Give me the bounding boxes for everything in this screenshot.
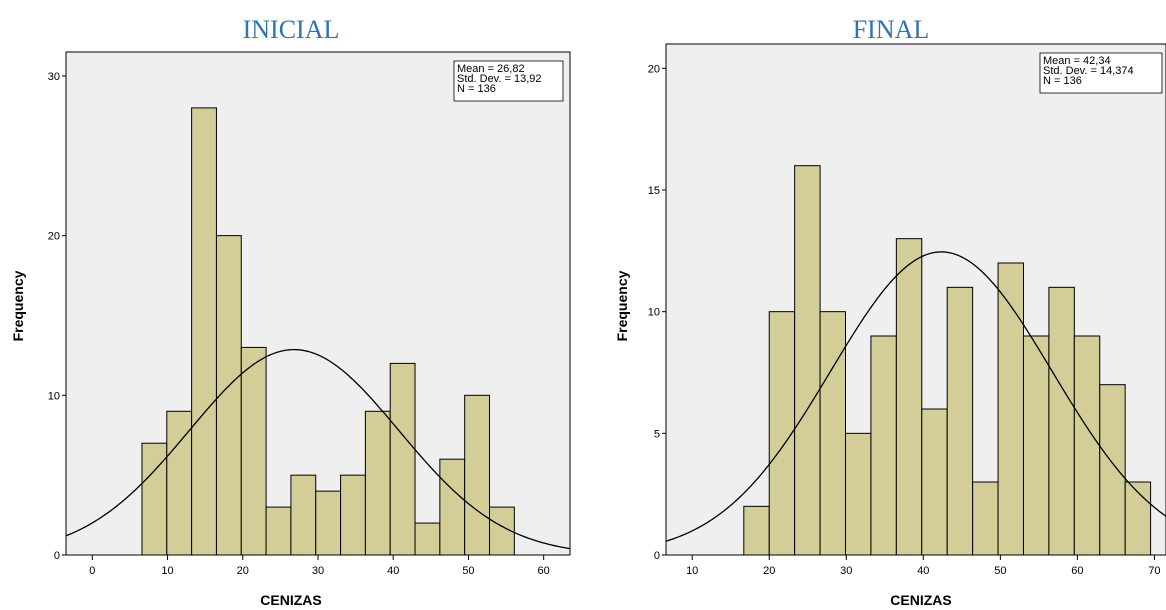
- histogram-bar-final: [743, 505, 770, 556]
- histogram-bar-final: [921, 408, 948, 556]
- x-tick-label-inicial: 0: [89, 565, 95, 577]
- histogram-bar-final: [946, 286, 974, 556]
- histogram-bar-final: [819, 311, 847, 556]
- chart-final: FINAL CENIZAS Frequency 0 5 10 15 20 10 20 30 40…: [614, 15, 1166, 608]
- x-tick-label-final: 70: [1148, 565, 1160, 577]
- x-axis-label-inicial: CENIZAS: [260, 592, 321, 608]
- stats-line-final: Mean = 42,34: [1043, 55, 1111, 67]
- stats-box-final: [1039, 52, 1163, 94]
- normal-curve-inicial: [65, 348, 571, 550]
- y-tick-label-final: 0: [654, 550, 660, 562]
- x-tick-label-final: 10: [686, 565, 698, 577]
- stats-line-final: Std. Dev. = 14,374: [1043, 65, 1134, 77]
- histogram-bar-inicial: [315, 490, 342, 556]
- y-tick-label-final: 20: [648, 63, 660, 75]
- histogram-bar-final: [768, 311, 796, 556]
- y-axis-label-inicial: Frequency: [10, 270, 26, 341]
- chart-inicial: INICIAL CENIZAS Frequency 0 10 20 30 0 10 20 30…: [10, 15, 571, 608]
- histogram-bar-inicial: [414, 522, 441, 556]
- histogram-bar-final: [1022, 335, 1050, 556]
- stats-box-inicial: [453, 60, 564, 102]
- histogram-bar-inicial: [191, 107, 217, 556]
- x-tick-label-inicial: 30: [312, 565, 324, 577]
- y-tick-label-final: 5: [654, 428, 660, 440]
- x-tick-label-inicial: 60: [538, 565, 550, 577]
- histogram-bar-final: [1073, 335, 1101, 556]
- y-tick-label-inicial: 10: [48, 390, 60, 402]
- histogram-bar-inicial: [240, 346, 267, 556]
- y-tick-label-final: 15: [648, 185, 660, 197]
- x-tick-label-inicial: 10: [161, 565, 173, 577]
- histogram-bar-inicial: [166, 410, 193, 556]
- chart-title-final: FINAL: [853, 15, 930, 44]
- histogram-bar-inicial: [439, 458, 466, 556]
- stats-line-inicial: N = 136: [457, 83, 496, 95]
- y-tick-label-inicial: 30: [48, 71, 60, 83]
- histogram-bar-inicial: [464, 394, 491, 556]
- histogram-bar-final: [870, 335, 897, 556]
- stats-line-inicial: Std. Dev. = 13,92: [457, 73, 542, 85]
- x-tick-label-final: 20: [763, 565, 775, 577]
- histogram-bar-final: [895, 238, 923, 556]
- y-tick-label-final: 10: [648, 307, 660, 319]
- x-tick-label-final: 30: [840, 565, 852, 577]
- x-tick-label-final: 40: [917, 565, 929, 577]
- histogram-bar-inicial: [141, 442, 168, 556]
- histogram-bar-inicial: [265, 506, 292, 556]
- y-tick-label-inicial: 0: [54, 550, 60, 562]
- histogram-bar-final: [972, 481, 999, 556]
- plot-frame-final: [665, 43, 1166, 556]
- x-tick-label-final: 60: [1071, 565, 1083, 577]
- normal-curve-final: [665, 251, 1166, 542]
- x-tick-label-inicial: 40: [387, 565, 399, 577]
- chart-title-inicial: INICIAL: [243, 15, 340, 44]
- histogram-bar-inicial: [290, 474, 317, 556]
- x-tick-label-inicial: 20: [237, 565, 249, 577]
- histogram-bar-final: [1048, 286, 1075, 556]
- histogram-bar-inicial: [389, 362, 416, 556]
- stats-line-inicial: Mean = 26,82: [457, 63, 525, 75]
- histogram-bar-inicial: [364, 410, 391, 556]
- y-tick-label-inicial: 20: [48, 231, 60, 243]
- x-tick-label-inicial: 50: [462, 565, 474, 577]
- histogram-bar-inicial: [340, 474, 366, 556]
- histogram-bar-final: [845, 432, 872, 556]
- histogram-bar-final: [1124, 481, 1152, 556]
- histogram-bar-final: [794, 165, 821, 556]
- histogram-bar-final: [1099, 384, 1126, 556]
- y-axis-label-final: Frequency: [614, 270, 630, 341]
- x-tick-label-final: 50: [994, 565, 1006, 577]
- x-axis-label-final: CENIZAS: [890, 592, 951, 608]
- stats-line-final: N = 136: [1043, 75, 1082, 87]
